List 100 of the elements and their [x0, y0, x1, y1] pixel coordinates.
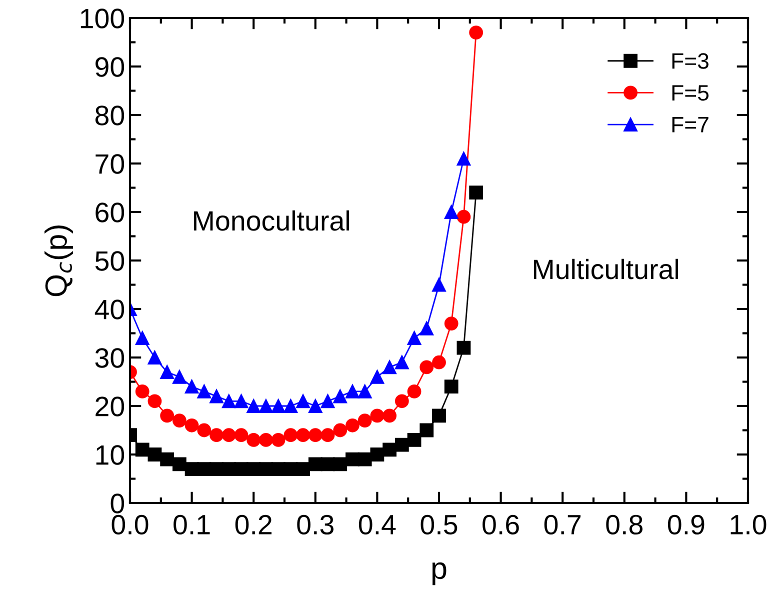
- point: [444, 205, 458, 219]
- point: [420, 423, 434, 438]
- point: [346, 418, 360, 432]
- point: [394, 394, 409, 408]
- point: [420, 360, 434, 374]
- point: [346, 452, 360, 466]
- point: [184, 380, 199, 394]
- point: [259, 433, 273, 447]
- point: [407, 331, 422, 346]
- point: [382, 442, 397, 457]
- point: [394, 355, 409, 370]
- point: [444, 316, 458, 330]
- point: [432, 278, 446, 292]
- point: [346, 384, 360, 398]
- x-tick-label: 0.8: [606, 514, 642, 535]
- x-tick-label: 0.1: [174, 514, 210, 535]
- point: [284, 462, 298, 476]
- point: [407, 433, 422, 447]
- point: [320, 428, 335, 442]
- y-tick-label: 80: [95, 106, 124, 126]
- point: [382, 360, 397, 374]
- point: [234, 394, 248, 408]
- annotation: Multicultural: [534, 258, 678, 280]
- point: [358, 452, 372, 466]
- point: [172, 414, 186, 428]
- x-axis-title: p: [432, 562, 446, 586]
- point: [333, 457, 348, 472]
- point: [197, 384, 212, 398]
- point: [259, 462, 273, 476]
- point: [284, 428, 298, 442]
- point: [284, 399, 298, 413]
- x-tick-label: 0.6: [482, 514, 519, 535]
- legend-label: F=3: [672, 53, 708, 69]
- point: [148, 448, 162, 462]
- x-tick-label: 0.9: [668, 514, 704, 535]
- legend-label: F=7: [672, 117, 708, 132]
- point: [308, 399, 322, 413]
- point: [210, 462, 224, 476]
- y-tick-label: 70: [96, 154, 124, 174]
- point: [308, 428, 322, 442]
- point: [210, 428, 224, 442]
- point: [320, 394, 335, 408]
- point: [259, 399, 273, 413]
- point: [370, 408, 384, 423]
- point: [394, 438, 409, 452]
- y-tick-label: 30: [95, 348, 124, 368]
- y-tick-label: 40: [94, 300, 124, 320]
- x-tick-label: 0.2: [235, 514, 272, 535]
- point: [210, 389, 224, 404]
- point: [456, 210, 471, 224]
- x-tick-label: 1.0: [730, 514, 766, 535]
- point: [148, 350, 162, 364]
- point: [407, 384, 422, 398]
- y-tick-label: 0: [110, 494, 124, 514]
- point: [222, 462, 236, 476]
- x-tick-label: 0.5: [420, 514, 458, 535]
- point: [222, 394, 236, 408]
- y-tick-label: 10: [96, 445, 124, 465]
- point: [160, 452, 174, 466]
- point: [135, 442, 150, 457]
- point: [234, 428, 248, 442]
- point: [172, 457, 186, 472]
- point: [184, 418, 199, 432]
- y-tick-label: 90: [96, 57, 124, 77]
- point: [370, 370, 384, 384]
- x-tick-label: 0.3: [297, 514, 334, 535]
- point: [420, 321, 434, 336]
- point: [271, 433, 286, 447]
- point: [135, 384, 150, 398]
- point: [333, 389, 348, 404]
- x-tick-label: 0.7: [544, 514, 581, 535]
- point: [135, 331, 150, 346]
- y-tick-label: 100: [80, 8, 124, 28]
- point: [358, 384, 372, 398]
- point: [296, 394, 310, 408]
- point: [197, 423, 212, 438]
- point: [382, 408, 397, 423]
- point: [333, 423, 348, 438]
- point: [432, 408, 446, 423]
- y-tick-label: 20: [96, 396, 124, 416]
- annotation: Monocultural: [194, 210, 349, 231]
- point: [271, 399, 286, 413]
- point: [172, 370, 186, 384]
- point: [148, 394, 162, 408]
- point: [469, 186, 484, 200]
- point: [197, 462, 212, 476]
- y-axis-title: Q$_{c}$(p): [44, 226, 74, 296]
- point: [222, 428, 236, 442]
- point: [246, 433, 261, 447]
- point: [370, 448, 384, 462]
- point: [432, 355, 446, 370]
- x-tick-label: 0.0: [112, 514, 148, 535]
- point: [456, 152, 471, 166]
- point: [469, 26, 484, 40]
- legend-label: F=5: [672, 85, 709, 101]
- point: [160, 365, 174, 379]
- point: [358, 414, 372, 428]
- point: [296, 428, 310, 442]
- y-tick-label: 50: [95, 251, 124, 271]
- y-tick-label: 60: [96, 202, 124, 222]
